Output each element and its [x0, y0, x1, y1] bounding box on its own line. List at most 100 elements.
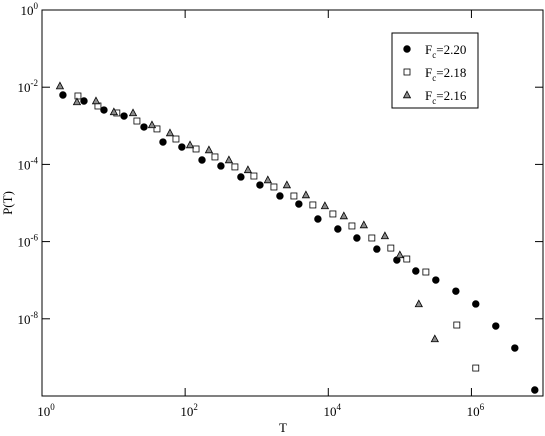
point — [165, 128, 175, 137]
legend-label-sub: c — [432, 96, 436, 106]
legend-label-main: F — [425, 42, 432, 57]
legend-label-rest: =2.20 — [436, 42, 466, 57]
point — [339, 211, 349, 220]
y-tick-label-exponent: 0 — [34, 1, 39, 11]
x-tick-label-exponent: 2 — [193, 402, 198, 412]
point — [511, 344, 519, 352]
point — [211, 153, 219, 161]
point — [329, 210, 337, 218]
point — [432, 276, 440, 284]
y-tick-label-exponent: -4 — [31, 155, 39, 165]
y-tick-label-base: 10 — [18, 80, 31, 95]
point — [334, 225, 342, 233]
y-tick-label-base: 10 — [18, 235, 31, 250]
point — [531, 386, 539, 394]
point — [243, 165, 253, 174]
point — [412, 267, 420, 275]
y-tick-label: 10-4 — [18, 155, 39, 172]
point — [282, 180, 292, 189]
y-tick-label-base: 10 — [18, 312, 31, 327]
legend-label-rest: =2.16 — [436, 88, 467, 103]
point — [250, 172, 258, 180]
legend-label: Fc=2.18 — [425, 65, 466, 83]
point — [153, 125, 161, 133]
point — [290, 192, 298, 200]
y-tick-label: 10-8 — [18, 310, 39, 327]
point — [430, 334, 439, 343]
legend-label-sub: c — [432, 50, 436, 60]
legend-label-sub: c — [432, 73, 436, 83]
point — [204, 145, 214, 154]
y-tick-label: 100 — [21, 1, 39, 18]
x-tick-label-base: 10 — [324, 404, 337, 419]
x-tick-label-base: 10 — [467, 404, 480, 419]
point — [237, 173, 245, 181]
point — [217, 162, 225, 170]
x-tick-label-base: 10 — [37, 404, 50, 419]
legend-label: Fc=2.20 — [425, 42, 466, 60]
point — [59, 91, 67, 99]
point — [380, 231, 390, 240]
legend-marker — [403, 45, 411, 53]
point — [295, 200, 303, 208]
point — [395, 250, 405, 259]
point — [198, 156, 206, 164]
point — [270, 183, 278, 191]
point — [309, 201, 317, 209]
point — [472, 364, 480, 372]
legend-label-main: F — [425, 65, 432, 80]
point — [109, 107, 119, 116]
legend-marker — [402, 90, 412, 99]
y-tick-label: 10-6 — [18, 233, 39, 250]
plot-frame — [41, 9, 544, 397]
point — [231, 163, 239, 171]
legend-label: Fc=2.16 — [425, 88, 467, 106]
point — [414, 299, 423, 308]
legend-label-main: F — [425, 88, 432, 103]
point — [120, 112, 128, 120]
point — [387, 244, 395, 252]
point — [128, 108, 138, 117]
point — [192, 145, 200, 153]
x-tick-label: 106 — [467, 402, 485, 419]
y-axis-label: P(T) — [0, 191, 15, 215]
x-axis-label: T — [279, 420, 287, 435]
point — [276, 192, 284, 200]
point — [301, 190, 311, 199]
point — [314, 215, 322, 223]
y-tick-label-base: 10 — [18, 157, 31, 172]
point — [453, 321, 461, 329]
y-tick-label-exponent: -8 — [31, 310, 39, 320]
point — [492, 322, 500, 330]
point — [74, 92, 82, 100]
x-tick-label-exponent: 6 — [480, 402, 485, 412]
point — [185, 140, 195, 149]
point — [422, 268, 430, 276]
y-tick-label-base: 10 — [21, 3, 34, 18]
point — [55, 81, 65, 90]
point — [224, 155, 234, 164]
point — [373, 245, 381, 253]
point — [172, 135, 180, 143]
point — [263, 175, 272, 184]
point — [100, 106, 108, 114]
y-tick-label-exponent: -6 — [31, 233, 39, 243]
point — [472, 300, 480, 308]
point — [159, 138, 167, 146]
x-tick-label: 100 — [37, 402, 55, 419]
point — [256, 181, 264, 189]
x-tick-label-base: 10 — [180, 404, 193, 419]
point — [452, 287, 460, 295]
legend-label-rest: =2.18 — [436, 65, 466, 80]
point — [72, 97, 82, 106]
point — [320, 201, 330, 210]
y-tick-label: 10-2 — [18, 78, 39, 95]
legend-marker — [403, 68, 411, 76]
point — [147, 120, 157, 129]
x-tick-label: 104 — [324, 402, 342, 419]
point — [140, 123, 148, 131]
point — [368, 234, 376, 242]
point — [353, 234, 361, 242]
